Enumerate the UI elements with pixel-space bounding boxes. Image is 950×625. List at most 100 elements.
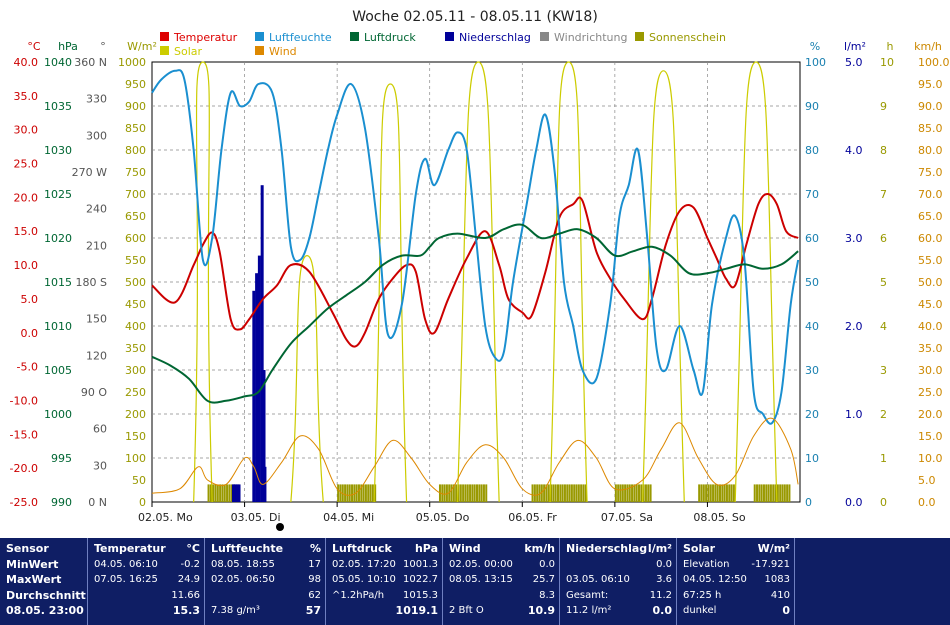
luftdruck-column: Luftdruck hPa 02.05. 17:20 1001.3 05.05. 10:…	[326, 538, 443, 625]
sunshine-bar	[353, 484, 356, 502]
sunshine-bar	[450, 484, 453, 502]
series-line-wind	[151, 417, 799, 496]
legend-label: Solar	[174, 45, 203, 58]
tick-label-hum: 10	[805, 452, 819, 465]
tick-label-rain: 2.0	[845, 320, 863, 333]
niederschlag-footer-left: 11.2 l/m²	[566, 605, 612, 616]
sunshine-bar	[462, 484, 465, 502]
current-time: 08.05. 23:00	[6, 604, 84, 617]
sunshine-bar	[617, 484, 620, 502]
niederschlag-column: Niederschlag l/m² 0.0 03.05. 06:10 3.6 Gesamt…	[560, 538, 677, 625]
luftfeuchte-row-value: 62	[308, 589, 321, 601]
chart-title: Woche 02.05.11 - 08.05.11 (KW18)	[352, 9, 598, 25]
legend-swatch	[255, 46, 264, 55]
sunshine-bar	[540, 484, 543, 502]
x-day-label: 02.05. Mo	[138, 511, 193, 524]
sunshine-bar	[758, 484, 761, 502]
series-line-temperatur	[151, 192, 799, 348]
tick-label-press: 1035	[44, 100, 72, 113]
sunshine-bar	[647, 484, 650, 502]
tick-label-sun: 5	[880, 276, 887, 289]
tick-label-dir: 360 N	[74, 56, 107, 69]
sunshine-bar	[702, 484, 705, 502]
temperatur-row-label: 07.05. 16:25	[94, 574, 158, 585]
niederschlag-row-label: Gesamt:	[566, 589, 609, 601]
sunshine-bar	[580, 484, 583, 502]
wind-current-value: 10.9	[527, 604, 555, 617]
sunshine-bar	[362, 484, 365, 502]
tick-label-press: 995	[51, 452, 72, 465]
legend-swatch	[255, 32, 264, 41]
tick-label-sun: 3	[880, 364, 887, 377]
niederschlag-header: Niederschlag	[566, 542, 648, 555]
sunshine-bar	[582, 484, 585, 502]
sunshine-bar	[478, 484, 481, 502]
tick-label-sun: 0	[880, 496, 887, 509]
sunshine-bar	[767, 484, 770, 502]
luftdruck-row-label: ^1.2hPa/h	[332, 589, 385, 601]
sunshine-bar	[776, 484, 779, 502]
sunshine-bar	[531, 484, 534, 502]
tick-label-wind: 25.0	[918, 386, 943, 399]
tick-label-wind: 75.0	[918, 166, 943, 179]
avg-label: Durchschnitt	[6, 588, 86, 602]
sunshine-bar	[209, 484, 212, 502]
sunshine-bar	[705, 484, 708, 502]
tick-label-wind: 100.0	[918, 56, 950, 69]
sunshine-bar	[351, 484, 354, 502]
tick-label-press: 1010	[44, 320, 72, 333]
luftfeuchte-row-label: 08.05. 18:55	[211, 558, 275, 570]
axis-unit-wind: km/h	[914, 40, 942, 53]
legend-label: Windrichtung	[554, 31, 627, 44]
sunshine-bar	[473, 484, 476, 502]
sunshine-bar	[640, 484, 643, 502]
tick-label-wind: 30.0	[918, 364, 943, 377]
tick-label-hum: 0	[805, 496, 812, 509]
tick-label-press: 1000	[44, 408, 72, 421]
solar-row-label: 04.05. 12:50	[683, 574, 747, 585]
wind-row-value: 8.3	[539, 589, 555, 601]
tick-label-dir: 330	[86, 93, 107, 106]
tick-label-solar: 1000	[118, 56, 146, 69]
series-line-luftfeuchte	[151, 69, 800, 425]
sunshine-bar	[367, 484, 370, 502]
x-day-label: 05.05. Do	[416, 511, 470, 524]
sunshine-bar	[355, 484, 358, 502]
plot-marks	[151, 61, 800, 503]
wind-footer-left: 2 Bft O	[449, 605, 484, 616]
stats-panel: Sensor MinWert MaxWert Durchschnitt 08.0…	[0, 538, 950, 625]
sunshine-bar	[570, 484, 573, 502]
tick-label-dir: 240	[86, 203, 107, 216]
wind-row-value: 0.0	[539, 558, 555, 570]
sunshine-bar	[348, 484, 351, 502]
sunshine-bar	[716, 484, 719, 502]
right-axes: %1009080706050403020100l/m²5.04.03.02.01…	[805, 40, 950, 509]
niederschlag-row-value: 3.6	[656, 574, 672, 585]
sunshine-bar	[783, 484, 786, 502]
rain-bar	[257, 255, 261, 502]
tick-label-solar: 50	[132, 474, 146, 487]
tick-label-rain: 4.0	[845, 144, 863, 157]
x-day-label: 06.05. Fr	[508, 511, 557, 524]
temperatur-row-label: 04.05. 06:10	[94, 558, 158, 570]
tick-label-solar: 550	[125, 254, 146, 267]
sunshine-bar	[730, 484, 733, 502]
tick-label-dir: 0 N	[88, 496, 107, 509]
sunshine-bar	[568, 484, 571, 502]
sunshine-bar	[457, 484, 460, 502]
tick-label-temp: 30.0	[14, 124, 39, 137]
solar-curve	[549, 61, 588, 503]
sunshine-bar	[626, 484, 629, 502]
weather-chart: Woche 02.05.11 - 08.05.11 (KW18) Tempera…	[10, 9, 950, 531]
sunshine-bar	[552, 484, 555, 502]
tick-label-sun: 8	[880, 144, 887, 157]
tick-label-hum: 60	[805, 232, 819, 245]
tick-label-rain: 0.0	[845, 496, 863, 509]
max-label: MaxWert	[6, 573, 62, 586]
rain-bar	[233, 484, 237, 502]
sunshine-bar	[543, 484, 546, 502]
sunshine-bar	[471, 484, 474, 502]
current-time-marker	[276, 523, 284, 531]
tick-label-dir: 60	[93, 423, 107, 436]
sunshine-bar	[621, 484, 624, 502]
